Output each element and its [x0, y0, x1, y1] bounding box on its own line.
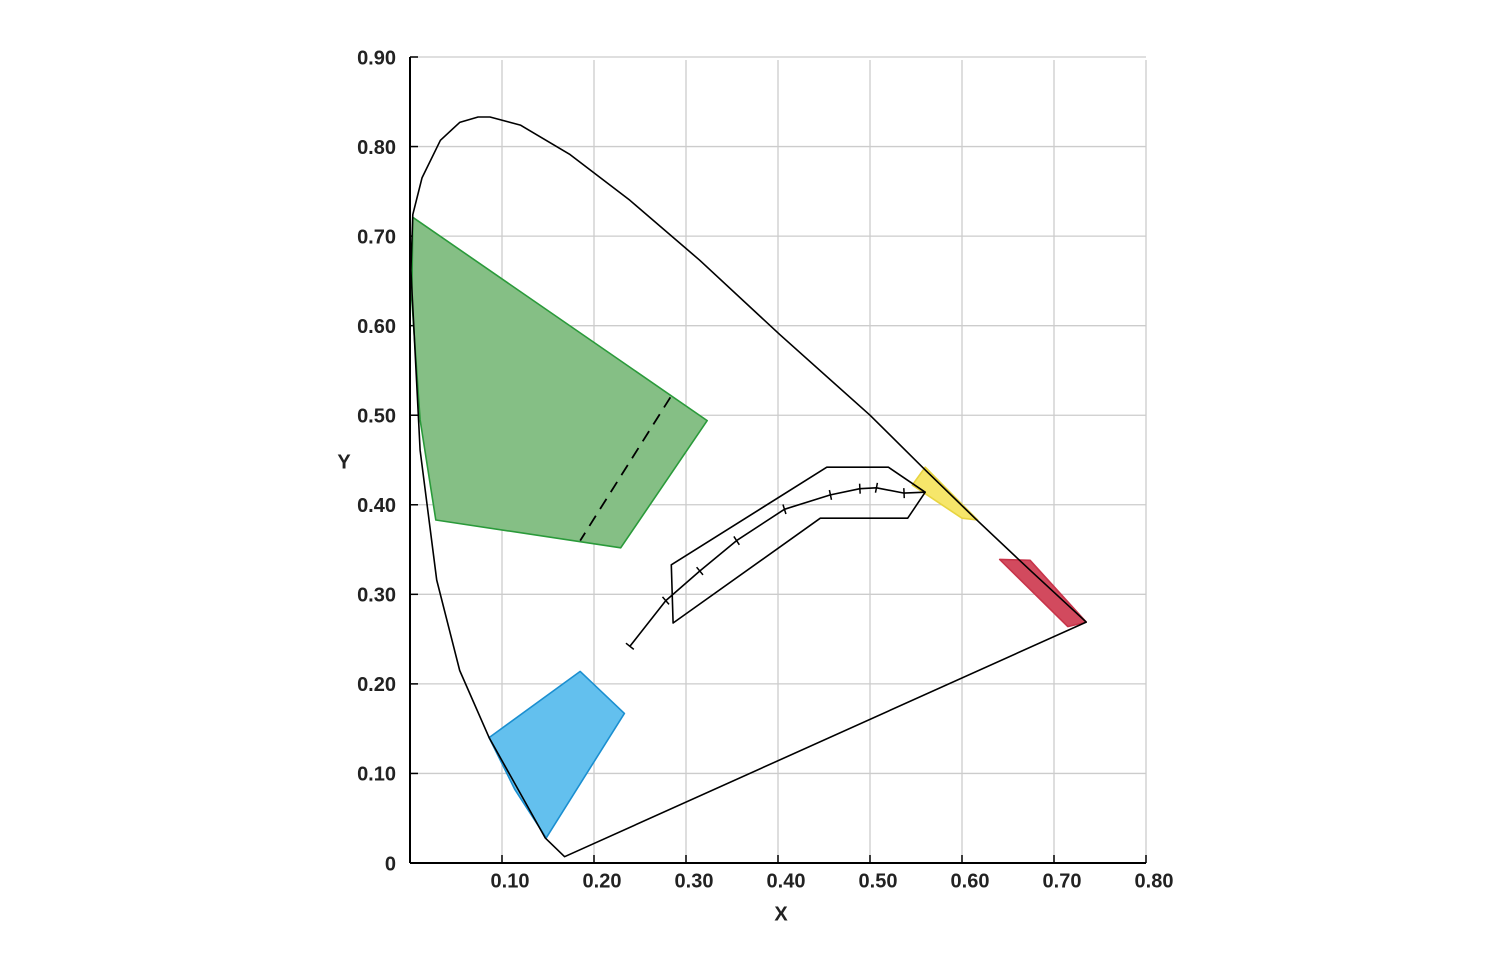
- curve-tick: [696, 566, 704, 576]
- y-tick-label: 0.10: [357, 764, 396, 786]
- y-tick-label: 0.50: [357, 406, 396, 428]
- curve: [410, 116, 1087, 858]
- y-tick-label: 0: [385, 853, 396, 875]
- x-tick-label: 0.70: [1043, 870, 1082, 892]
- x-tick-label: 0.20: [583, 870, 622, 892]
- curve-tick: [733, 536, 740, 546]
- y-tick-label: 0.80: [357, 137, 396, 159]
- region: [911, 466, 979, 521]
- x-axis-label: X: [774, 903, 788, 925]
- x-tick-label: 0.30: [675, 870, 714, 892]
- curve-tick: [661, 596, 670, 605]
- curve: [670, 466, 927, 624]
- x-tick-label: 0.10: [491, 870, 530, 892]
- curve-tick: [828, 489, 833, 500]
- curve-tick: [858, 483, 861, 494]
- region: [488, 670, 626, 839]
- curve-tick: [625, 642, 635, 650]
- y-tick-label: 0.60: [357, 316, 396, 338]
- region: [998, 558, 1087, 628]
- x-tick-label: 0.40: [767, 870, 806, 892]
- y-axis-label: Y: [337, 451, 351, 473]
- x-tick-label: 0.60: [951, 870, 990, 892]
- curve: [579, 396, 672, 542]
- x-tick-label: 0.50: [859, 870, 898, 892]
- curve: [629, 486, 926, 647]
- y-tick-label: 0.30: [357, 585, 396, 607]
- y-tick-label: 0.90: [357, 47, 396, 69]
- region: [410, 216, 709, 549]
- curve-tick: [874, 482, 879, 493]
- y-tick-label: 0.70: [357, 226, 396, 248]
- curve-tick: [782, 504, 787, 515]
- y-tick-label: 0.40: [357, 495, 396, 517]
- y-tick-label: 0.20: [357, 674, 396, 696]
- x-tick-label: 0.80: [1135, 870, 1174, 892]
